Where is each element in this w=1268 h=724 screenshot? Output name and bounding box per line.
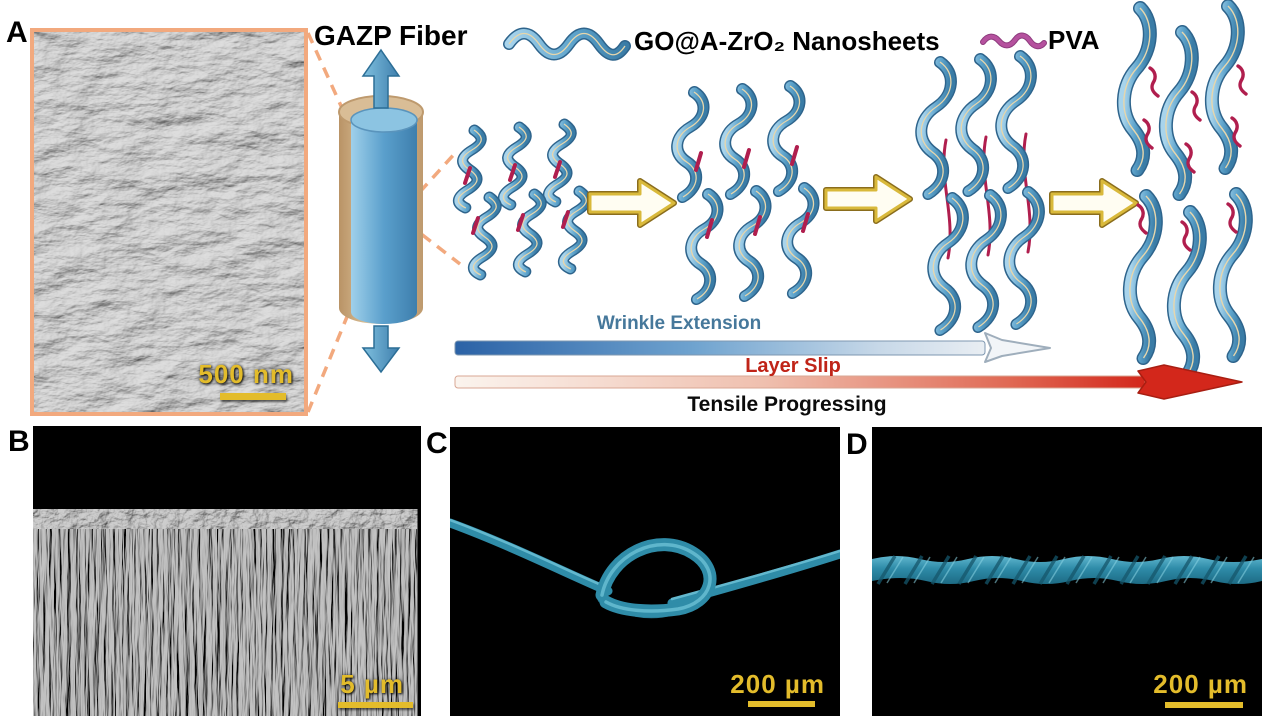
panel-c-scale-bar xyxy=(748,701,815,707)
legend-pva-label: PVA xyxy=(1048,25,1100,55)
panel-d-sem-image: 200 µm xyxy=(872,427,1262,716)
panel-c-label: C xyxy=(426,427,448,460)
panel-c-knotted-fiber xyxy=(450,427,840,716)
panel-b-sem-image: 5 µm xyxy=(33,426,421,716)
panel-b-scale-bar-text: 5 µm xyxy=(340,669,404,699)
panel-d-label: D xyxy=(846,428,868,461)
fiber-title: GAZP Fiber xyxy=(314,20,468,51)
panel-b-scale-bar xyxy=(338,702,413,708)
fiber-cylinder xyxy=(338,48,424,374)
process-step-arrow-2 xyxy=(826,177,910,221)
tensile-progressing-caption: Tensile Progressing xyxy=(687,393,887,416)
layer-slip-arrow xyxy=(454,364,1243,400)
panel-a-scale-bar-text: 500 nm xyxy=(198,359,294,389)
legend-nanosheet-label: GO@A-ZrO₂ Nanosheets xyxy=(634,26,940,56)
panel-d-scale-bar xyxy=(1165,702,1243,708)
wrinkle-extension-arrow xyxy=(454,332,1051,363)
panel-d-scale-bar-text: 200 µm xyxy=(1153,669,1248,699)
nanosheet-wave-icon xyxy=(503,27,631,61)
pva-links-stage-2 xyxy=(694,145,810,239)
panel-c-scale-bar-text: 200 µm xyxy=(730,669,825,699)
nanosheet-stage-1 xyxy=(458,124,588,275)
tension-down-arrow xyxy=(361,325,401,374)
sem-a-texture xyxy=(34,32,304,412)
panel-a-scale-bar xyxy=(220,393,286,400)
tension-up-arrow xyxy=(361,48,401,109)
layer-slip-label: Layer Slip xyxy=(745,355,841,377)
process-step-arrow-3 xyxy=(1052,181,1136,225)
nanosheet-stage-4 xyxy=(1120,6,1247,374)
mechanism-schematic xyxy=(306,0,1268,413)
nanosheet-stage-2 xyxy=(672,86,816,299)
panel-b-fiber-cross-section xyxy=(33,426,421,716)
panel-d-twisted-fiber xyxy=(872,427,1262,716)
nanosheet-stage-3 xyxy=(916,56,1041,330)
wrinkle-extension-label: Wrinkle Extension xyxy=(596,313,762,334)
pva-squiggle-icon xyxy=(980,32,1047,50)
panel-a-sem-image: 500 nm xyxy=(30,28,308,416)
pva-links-stage-1 xyxy=(463,160,570,235)
panel-c-sem-image: 200 µm xyxy=(450,427,840,716)
process-step-arrow-1 xyxy=(590,181,674,225)
panel-a-label: A xyxy=(6,16,28,49)
panel-b-label: B xyxy=(8,425,30,458)
